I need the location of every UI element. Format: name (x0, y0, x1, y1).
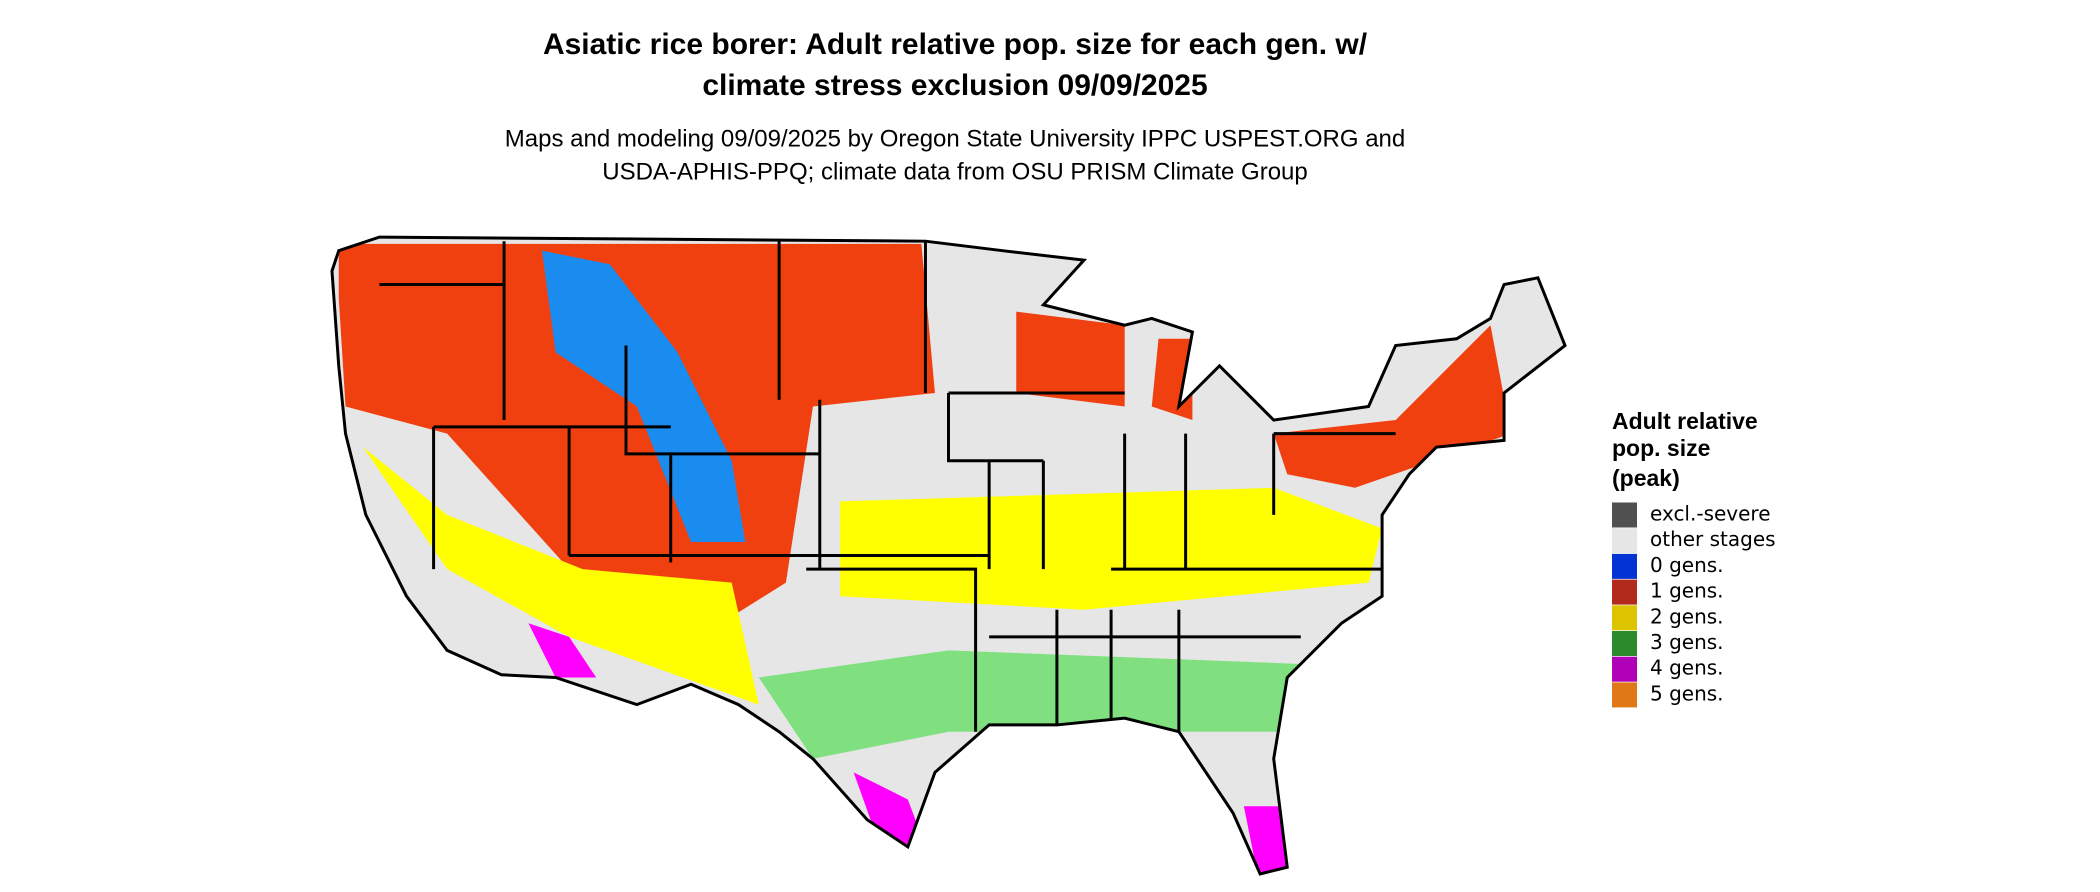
zone-0-gen (542, 250, 746, 543)
legend-title: (peak) (1612, 465, 1680, 491)
legend-swatch (1612, 528, 1637, 554)
legend-label: 4 gens. (1650, 656, 1724, 680)
legend-label: 5 gens. (1650, 681, 1724, 705)
legend-swatch (1612, 682, 1637, 708)
zone-1-gen (338, 243, 935, 651)
legend-swatch (1612, 502, 1637, 528)
zone-1-gen (1151, 338, 1193, 421)
legend-label: 2 gens. (1650, 604, 1724, 628)
zone-4-gen (853, 772, 929, 854)
legend-swatch (1612, 656, 1637, 682)
state-lines (330, 235, 1567, 876)
title-line: climate stress exclusion 09/09/2025 (702, 69, 1207, 102)
legend-label: 1 gens. (1650, 579, 1724, 603)
zone-2-gen (363, 447, 759, 705)
legend-title: pop. size (1612, 435, 1710, 461)
legend-swatch (1612, 553, 1637, 579)
zone-4-gen (528, 623, 597, 678)
legend-swatch (1612, 605, 1637, 631)
zone-1-gen (1016, 311, 1125, 407)
legend-label: 3 gens. (1650, 630, 1724, 654)
us-map (330, 235, 1567, 876)
legend-label: 0 gens. (1650, 553, 1724, 577)
legend: Adult relative pop. size (peak) excl.-se… (1612, 408, 1776, 708)
legend-title: Adult relative (1612, 408, 1758, 434)
legend-swatch (1612, 579, 1637, 605)
legend-label: excl.-severe (1650, 502, 1771, 526)
subtitle-line: Maps and modeling 09/09/2025 by Oregon S… (505, 125, 1405, 152)
legend-swatch (1612, 631, 1637, 656)
subtitle-line: USDA-APHIS-PPQ; climate data from OSU PR… (602, 158, 1308, 185)
legend-label: other stages (1650, 527, 1776, 551)
title-line: Asiatic rice borer: Adult relative pop. … (543, 28, 1368, 61)
